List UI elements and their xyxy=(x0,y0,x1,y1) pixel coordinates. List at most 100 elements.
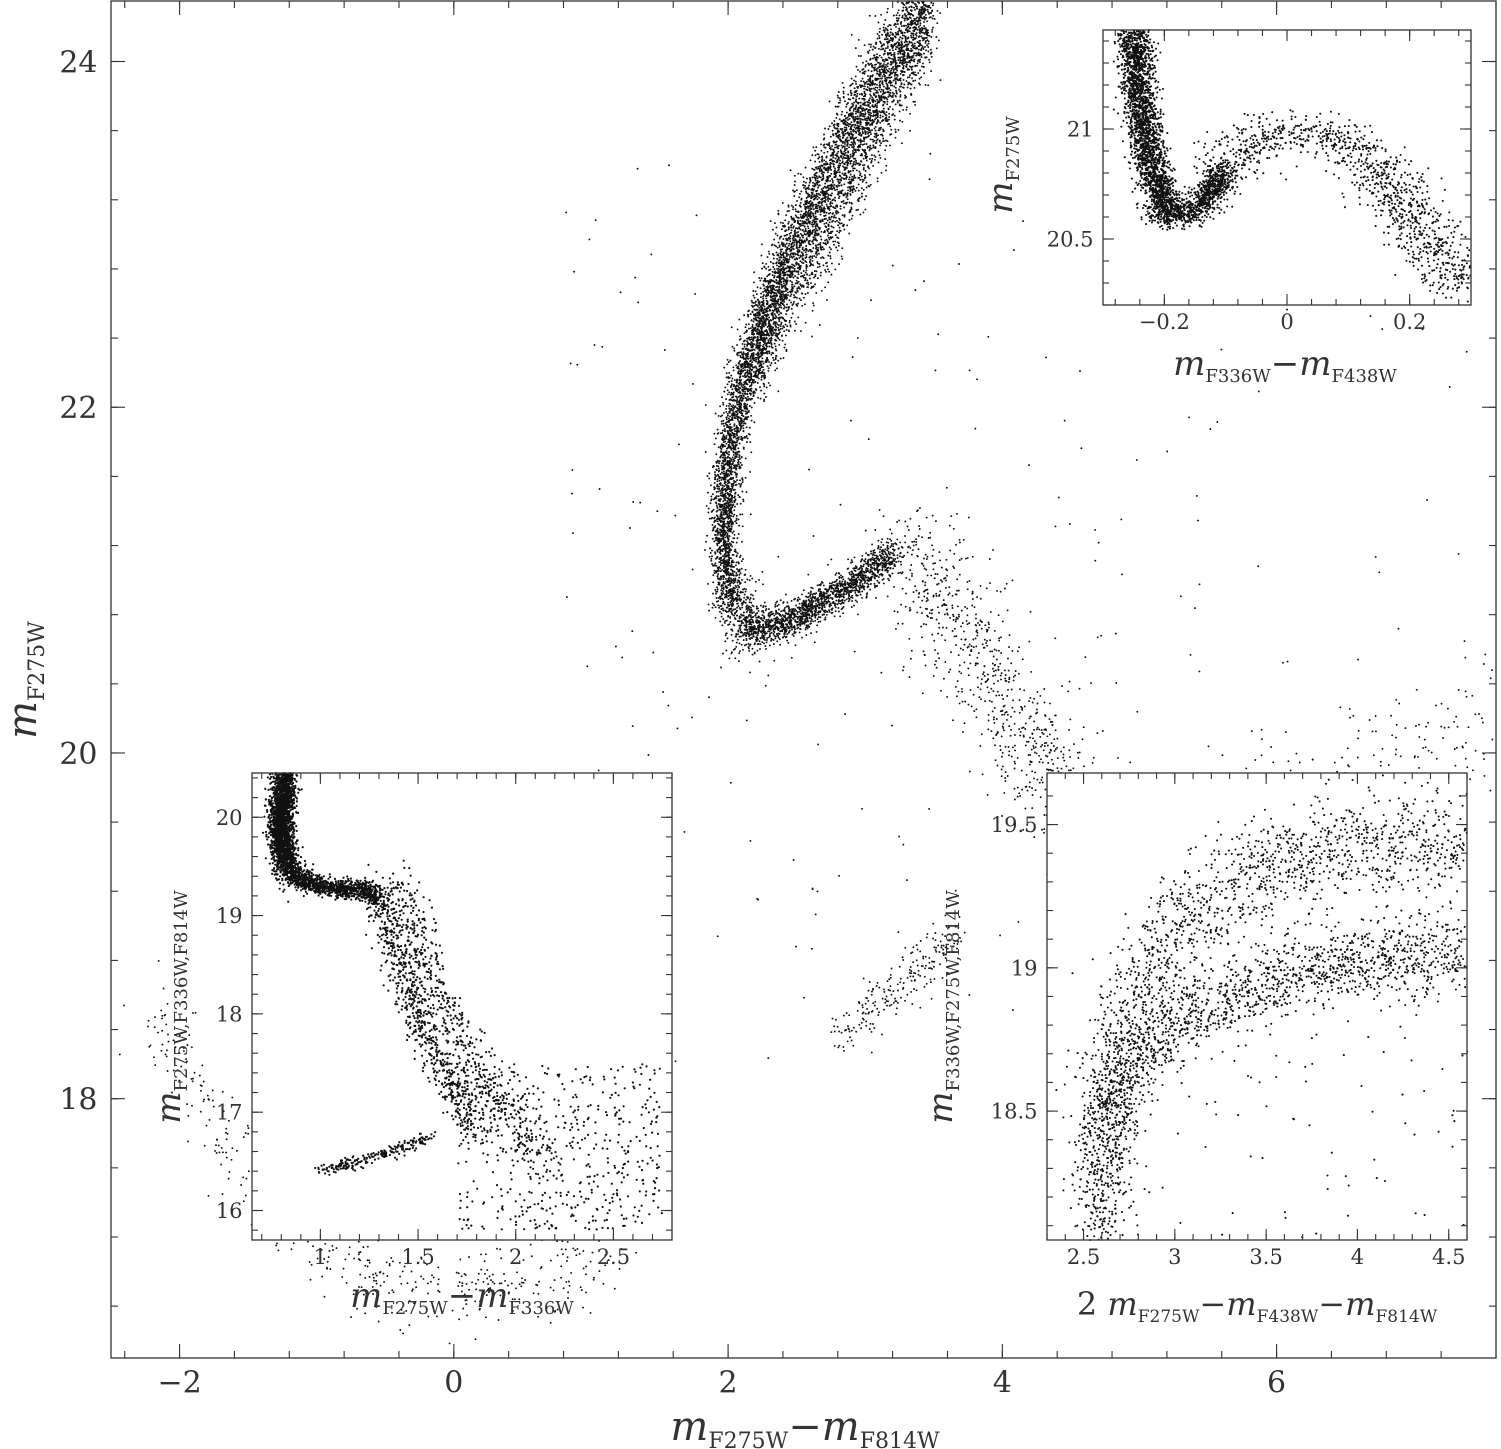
main-sequence-turnoff-and-upper-ms-point xyxy=(784,246,786,248)
main-sequence-turnoff-and-upper-ms-point xyxy=(763,363,765,365)
main-sequence-turnoff-and-upper-ms-point xyxy=(853,79,855,81)
main-sequence-turnoff-and-upper-ms-point xyxy=(733,500,735,502)
main-sequence-turnoff-and-upper-ms-point xyxy=(717,491,719,493)
main-sequence-turnoff-and-upper-ms-point xyxy=(812,226,814,228)
main-sequence-turnoff-and-upper-ms-point xyxy=(742,622,744,624)
main-sequence-turnoff-and-upper-ms-point xyxy=(731,581,733,583)
main-sequence-turnoff-and-upper-ms-point xyxy=(750,594,752,596)
main-sequence-turnoff-and-upper-ms-point xyxy=(879,31,881,33)
main-sequence-turnoff-and-upper-ms-point xyxy=(789,299,791,301)
main-sequence-turnoff-and-upper-ms-point xyxy=(898,38,900,40)
main-sequence-turnoff-and-upper-ms-point xyxy=(714,562,716,564)
main-sequence-turnoff-and-upper-ms-point xyxy=(717,432,719,434)
main-sequence-turnoff-and-upper-ms-point xyxy=(717,465,719,467)
main-sequence-turnoff-and-upper-ms-point xyxy=(754,349,756,351)
main-sequence-turnoff-and-upper-ms-point xyxy=(788,258,790,260)
main-sequence-turnoff-and-upper-ms-point xyxy=(746,426,748,428)
main-sequence-turnoff-and-upper-ms-point xyxy=(758,579,760,581)
main-sequence-turnoff-and-upper-ms-point xyxy=(799,237,801,239)
main-sequence-turnoff-and-upper-ms-point xyxy=(864,92,866,94)
main-sequence-turnoff-and-upper-ms-point xyxy=(740,483,742,485)
main-sequence-turnoff-and-upper-ms-point xyxy=(720,608,722,610)
main-sequence-turnoff-and-upper-ms-point xyxy=(808,201,810,203)
main-sequence-turnoff-and-upper-ms-point xyxy=(788,243,790,245)
main-sequence-turnoff-and-upper-ms-point xyxy=(827,171,829,173)
main-sequence-turnoff-and-upper-ms-point xyxy=(736,367,738,369)
main-sequence-turnoff-and-upper-ms-point xyxy=(709,518,711,520)
main-sequence-turnoff-and-upper-ms-point xyxy=(842,137,844,139)
main-sequence-turnoff-and-upper-ms-point xyxy=(803,222,805,224)
main-sequence-turnoff-and-upper-ms-point xyxy=(795,210,797,212)
main-sequence-turnoff-and-upper-ms-point xyxy=(741,389,743,391)
main-sequence-turnoff-and-upper-ms-point xyxy=(739,650,741,652)
main-sequence-turnoff-and-upper-ms-point xyxy=(846,112,848,114)
main-sequence-turnoff-and-upper-ms-point xyxy=(789,240,791,242)
main-sequence-turnoff-and-upper-ms-point xyxy=(721,562,723,564)
main-sequence-turnoff-and-upper-ms-point xyxy=(833,227,835,229)
main-sequence-turnoff-and-upper-ms-point xyxy=(753,321,755,323)
main-sequence-turnoff-and-upper-ms-point xyxy=(788,221,790,223)
main-sequence-turnoff-and-upper-ms-point xyxy=(800,173,802,175)
main-sequence-turnoff-and-upper-ms-point xyxy=(749,599,751,601)
main-sequence-turnoff-and-upper-ms-point xyxy=(728,565,730,567)
main-sequence-turnoff-and-upper-ms-point xyxy=(720,570,722,572)
main-sequence-turnoff-and-upper-ms-point xyxy=(720,432,722,434)
main-sequence-turnoff-and-upper-ms-point xyxy=(743,639,745,641)
main-sequence-turnoff-and-upper-ms-point xyxy=(774,313,776,315)
main-sequence-turnoff-and-upper-ms-point xyxy=(727,415,729,417)
main-sequence-turnoff-and-upper-ms-point xyxy=(931,29,933,31)
main-sequence-turnoff-and-upper-ms-point xyxy=(726,606,728,608)
main-sequence-turnoff-and-upper-ms-point xyxy=(886,11,888,13)
main-sequence-turnoff-and-upper-ms-point xyxy=(733,561,735,563)
main-sequence-turnoff-and-upper-ms-point xyxy=(750,643,752,645)
main-sequence-turnoff-and-upper-ms-point xyxy=(760,379,762,381)
main-sequence-turnoff-and-upper-ms-point xyxy=(880,14,882,16)
main-sequence-turnoff-and-upper-ms-point xyxy=(719,509,721,511)
main-sequence-turnoff-and-upper-ms-point xyxy=(734,648,736,650)
main-sequence-turnoff-and-upper-ms-point xyxy=(730,578,732,580)
main-sequence-turnoff-and-upper-ms-point xyxy=(713,540,715,542)
main-sequence-turnoff-and-upper-ms-point xyxy=(733,587,735,589)
main-sequence-turnoff-and-upper-ms-point xyxy=(738,460,740,462)
main-sequence-turnoff-and-upper-ms-point xyxy=(905,25,907,27)
main-sequence-turnoff-and-upper-ms-point xyxy=(815,228,817,230)
main-sequence-turnoff-and-upper-ms-point xyxy=(737,447,739,449)
main-sequence-turnoff-and-upper-ms-point xyxy=(811,154,813,156)
main-sequence-turnoff-and-upper-ms-point xyxy=(729,423,731,425)
main-sequence-turnoff-and-upper-ms-point xyxy=(874,15,876,17)
main-sequence-turnoff-and-upper-ms-point xyxy=(720,445,722,447)
main-sequence-turnoff-and-upper-ms-point xyxy=(861,93,863,95)
main-sequence-turnoff-and-upper-ms-point xyxy=(873,69,875,71)
main-sequence-turnoff-and-upper-ms-point xyxy=(877,33,879,35)
main-sequence-turnoff-and-upper-ms-point xyxy=(767,256,769,258)
main-sequence-turnoff-and-upper-ms-point xyxy=(878,48,880,50)
main-sequence-turnoff-and-upper-ms-point xyxy=(720,498,722,500)
main-sequence-turnoff-and-upper-ms-point xyxy=(757,342,759,344)
main-sequence-turnoff-and-upper-ms-point xyxy=(733,578,735,580)
main-sequence-turnoff-and-upper-ms-point xyxy=(905,37,907,39)
main-sequence-turnoff-and-upper-ms-point xyxy=(902,2,904,4)
main-sequence-turnoff-and-upper-ms-point xyxy=(887,38,889,40)
main-sequence-turnoff-and-upper-ms-point xyxy=(725,493,727,495)
main-sequence-turnoff-and-upper-ms-point xyxy=(818,176,820,178)
main-sequence-turnoff-and-upper-ms-point xyxy=(811,221,813,223)
main-sequence-turnoff-and-upper-ms-point xyxy=(723,514,725,516)
main-sequence-turnoff-and-upper-ms-point xyxy=(824,128,826,130)
main-sequence-turnoff-and-upper-ms-point xyxy=(778,304,780,306)
main-sequence-turnoff-and-upper-ms-point xyxy=(805,234,807,236)
main-sequence-turnoff-and-upper-ms-point xyxy=(819,170,821,172)
main-sequence-turnoff-and-upper-ms-point xyxy=(757,286,759,288)
main-sequence-turnoff-and-upper-ms-point xyxy=(734,428,736,430)
main-sequence-turnoff-and-upper-ms-point xyxy=(727,359,729,361)
main-sequence-turnoff-and-upper-ms-point xyxy=(736,600,738,602)
main-sequence-turnoff-and-upper-ms-point xyxy=(839,136,841,138)
main-sequence-turnoff-and-upper-ms-point xyxy=(744,402,746,404)
main-sequence-turnoff-and-upper-ms-point xyxy=(748,398,750,400)
main-sequence-turnoff-and-upper-ms-point xyxy=(878,89,880,91)
main-sequence-turnoff-and-upper-ms-point xyxy=(784,306,786,308)
main-sequence-turnoff-and-upper-ms-point xyxy=(883,29,885,31)
main-sequence-turnoff-and-upper-ms-point xyxy=(743,332,745,334)
main-sequence-turnoff-and-upper-ms-point xyxy=(746,435,748,437)
main-sequence-turnoff-and-upper-ms-point xyxy=(742,498,744,500)
main-sequence-turnoff-and-upper-ms-point xyxy=(740,467,742,469)
